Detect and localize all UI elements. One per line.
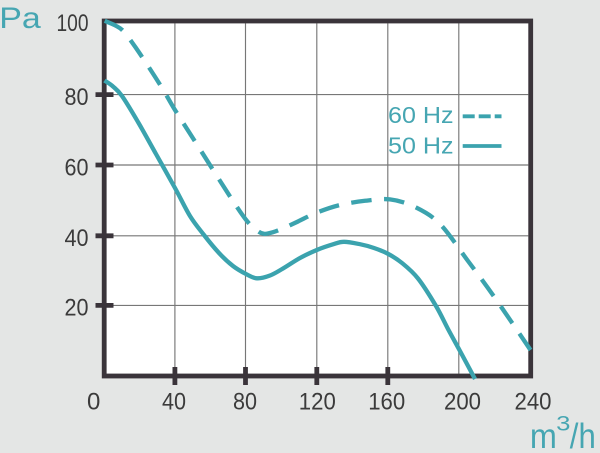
svg-text:100: 100: [57, 10, 89, 37]
svg-text:200: 200: [444, 388, 481, 415]
svg-text:160: 160: [368, 388, 405, 415]
svg-text:60 Hz: 60 Hz: [388, 102, 454, 128]
svg-text:0: 0: [87, 388, 100, 415]
svg-text:120: 120: [299, 388, 336, 415]
svg-text:/h: /h: [570, 417, 596, 453]
svg-text:50 Hz: 50 Hz: [388, 133, 454, 159]
svg-text:m: m: [530, 417, 557, 453]
svg-text:80: 80: [65, 84, 89, 111]
svg-text:20: 20: [65, 295, 89, 322]
svg-text:60: 60: [65, 155, 89, 182]
svg-text:40: 40: [162, 388, 186, 415]
svg-text:80: 80: [233, 388, 257, 415]
svg-text:3: 3: [556, 412, 570, 436]
svg-text:240: 240: [515, 388, 552, 415]
svg-text:Pa: Pa: [0, 2, 41, 35]
svg-text:40: 40: [65, 225, 89, 252]
